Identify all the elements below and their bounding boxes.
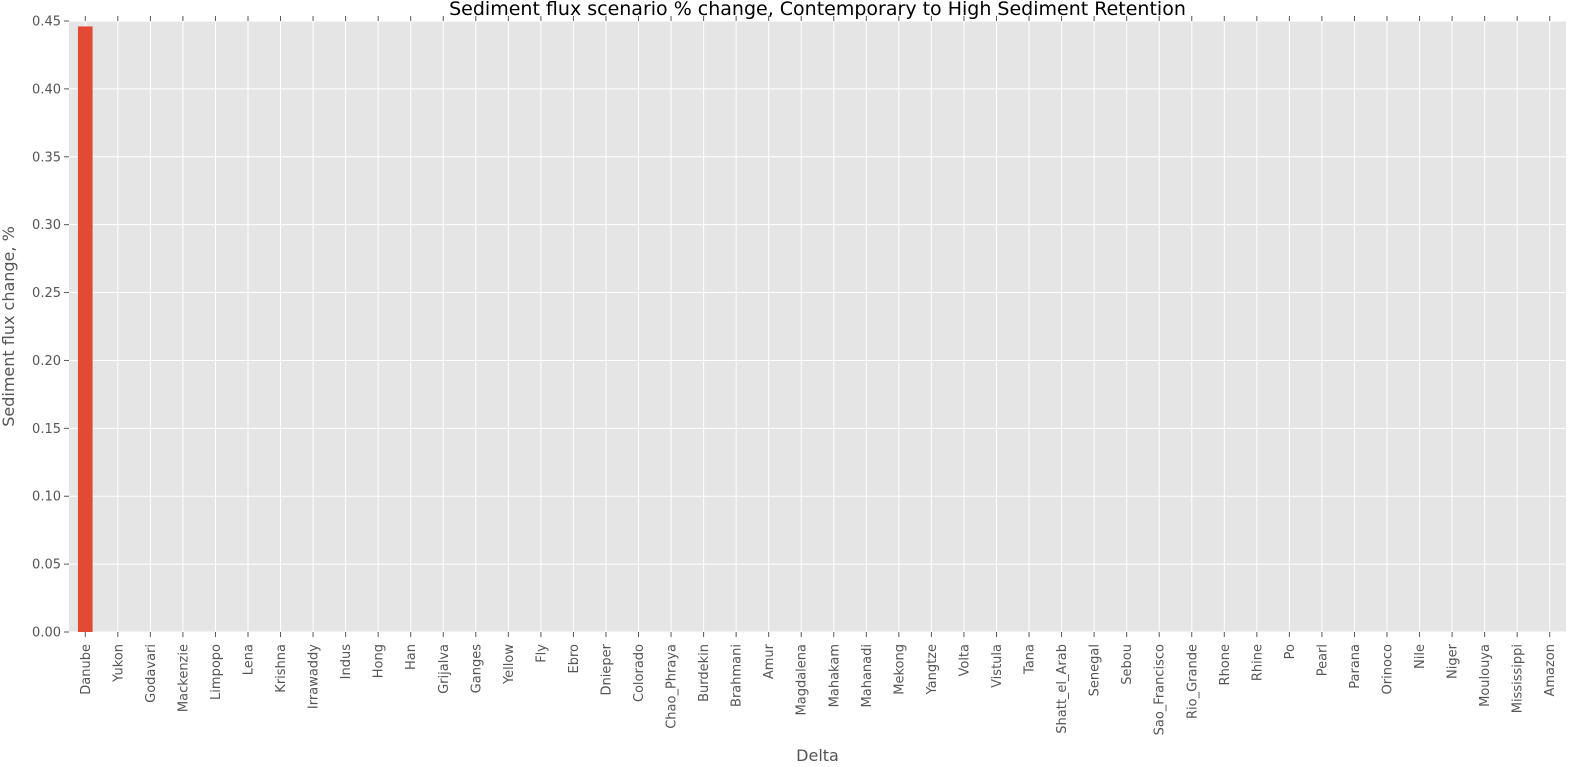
x-tick-label: Sebou	[1120, 644, 1135, 685]
x-tick-label: Orinoco	[1381, 644, 1396, 695]
x-tick-label: Krishna	[274, 644, 289, 693]
x-tick-label: Fly	[534, 644, 549, 663]
y-tick-label: 0.40	[32, 82, 61, 97]
x-tick-label: Brahmani	[730, 644, 745, 707]
y-tick-label: 0.05	[32, 558, 61, 573]
x-tick-label: Yukon	[111, 644, 126, 683]
x-tick-label: Parana	[1348, 644, 1363, 689]
x-tick-label: Mahanadi	[860, 644, 875, 707]
x-tick-label: Nile	[1413, 644, 1428, 669]
x-tick-label: Rhine	[1250, 644, 1265, 681]
x-axis-label: Delta	[796, 746, 839, 765]
bars	[77, 26, 93, 633]
x-tick-label: Vistula	[990, 644, 1005, 688]
x-tick-label: Yangtze	[925, 644, 940, 696]
x-tick-label: Burdekin	[697, 644, 712, 702]
x-tick-label: Grijalva	[437, 644, 452, 694]
x-tick-label: Yellow	[502, 644, 517, 685]
x-tick-label: Magdalena	[795, 644, 810, 715]
x-tick-label: Lena	[241, 644, 256, 675]
y-tick-label: 0.10	[32, 490, 61, 505]
x-tick-label: Chao_Phraya	[665, 644, 680, 729]
x-tick-label: Danube	[79, 644, 94, 695]
y-axis-ticks: 0.00 0.05 0.10 0.15 0.20 0.25 0.30 0.35 0.40 0.45	[32, 15, 69, 641]
x-tick-label: Mississippi	[1511, 644, 1526, 713]
y-tick-label: 0.00	[32, 626, 61, 641]
x-tick-label: Pearl	[1315, 644, 1330, 676]
y-tick-label: 0.15	[32, 422, 61, 437]
x-tick-label: Indus	[339, 644, 354, 680]
x-tick-label: Limpopo	[209, 644, 224, 700]
bar	[77, 26, 93, 633]
x-axis-ticks: Danube Yukon Godavari Mackenzie Limpopo Lena K…	[79, 16, 1558, 735]
x-tick-label: Dnieper	[599, 643, 614, 695]
x-tick-label: Po	[1283, 644, 1298, 659]
x-tick-label: Rio_Grande	[1185, 644, 1200, 719]
x-tick-label: Rhone	[1218, 644, 1233, 685]
x-tick-label: Han	[404, 644, 419, 670]
x-tick-label: Amazon	[1543, 644, 1558, 697]
x-tick-label: Niger	[1446, 643, 1461, 679]
x-tick-label: Ebro	[567, 644, 582, 674]
x-tick-label: Senegal	[1088, 644, 1103, 696]
y-tick-label: 0.30	[32, 218, 61, 233]
x-tick-label: Godavari	[144, 644, 159, 703]
grid-lines	[69, 20, 1566, 633]
y-tick-label: 0.35	[32, 150, 61, 165]
y-tick-label: 0.20	[32, 354, 61, 369]
y-axis-label: Sediment flux change, %	[0, 226, 18, 427]
plot-area	[69, 21, 1566, 632]
x-tick-label: Tana	[1023, 644, 1038, 675]
chart-title: Sediment flux scenario % change, Contemp…	[449, 0, 1186, 20]
y-tick-label: 0.45	[32, 15, 61, 30]
x-tick-label: Mekong	[892, 644, 907, 695]
x-tick-label: Mackenzie	[176, 644, 191, 712]
x-tick-label: Moulouya	[1478, 644, 1493, 707]
y-tick-label: 0.25	[32, 286, 61, 301]
x-tick-label: Mahakam	[827, 644, 842, 707]
x-tick-label: Sao_Francisco	[1153, 644, 1168, 735]
x-tick-label: Irrawaddy	[307, 644, 322, 709]
x-tick-label: Hong	[372, 644, 387, 678]
x-tick-label: Amur	[762, 643, 777, 679]
x-tick-label: Volta	[957, 644, 972, 677]
x-tick-label: Ganges	[469, 644, 484, 694]
x-tick-label: Colorado	[632, 644, 647, 702]
x-tick-label: Shatt_el_Arab	[1055, 644, 1070, 734]
